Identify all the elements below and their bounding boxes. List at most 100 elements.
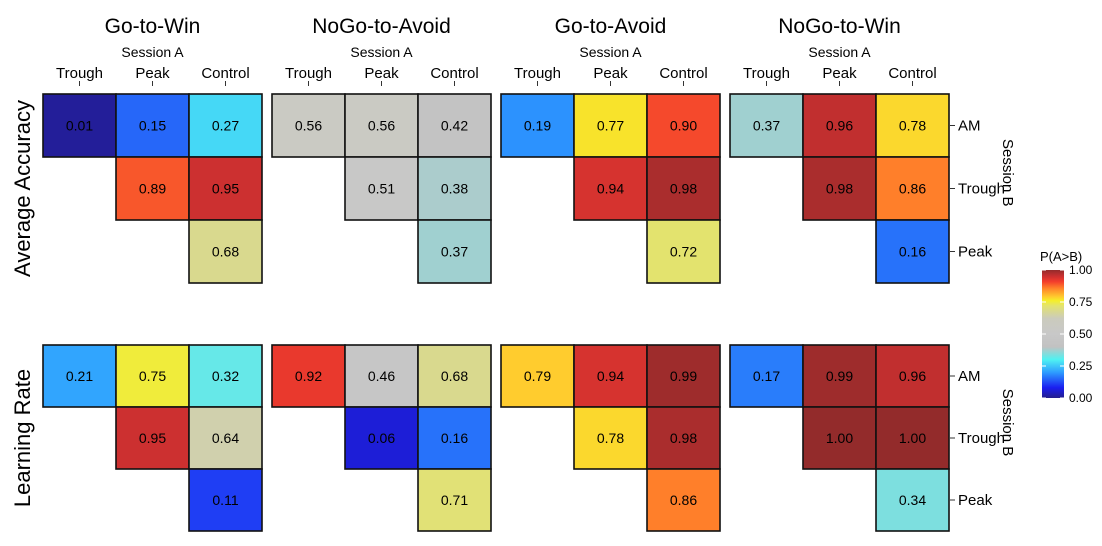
cell-value-label: 0.71 [441, 492, 468, 508]
heatmap-cell [875, 219, 950, 284]
panel-title: Go-to-Win [105, 15, 201, 38]
cell-value-label: 0.98 [826, 181, 853, 197]
heatmap-cell [115, 156, 190, 221]
row-label: AM [958, 118, 981, 135]
heatmap-cell [500, 93, 575, 158]
session-a-label: Session A [121, 44, 184, 60]
column-label: Trough [285, 65, 332, 82]
heatmap-cell [188, 406, 263, 470]
session-a-label: Session A [350, 44, 413, 60]
cell-value-label: 0.79 [524, 368, 551, 384]
column-label: Control [430, 65, 478, 82]
cell-value-label: 0.86 [899, 181, 926, 197]
cell-value-label: 0.37 [753, 118, 780, 134]
cell-value-label: 0.11 [212, 492, 238, 508]
heatmap-panel: 0.92 0.46 0.68 0.06 0.16 0.71 [271, 344, 492, 532]
heatmap-cell [188, 219, 263, 284]
cell-value-label: 0.68 [441, 368, 468, 384]
panel-title: NoGo-to-Win [778, 15, 901, 38]
cell-value-label: 0.75 [139, 368, 166, 384]
cell-value-label: 0.94 [597, 368, 624, 384]
heatmap-cell [802, 156, 877, 221]
heatmap-cell [344, 156, 419, 221]
heatmap-panel: 0.17 0.99 0.96 1.00 1.00 0.34 [729, 344, 950, 532]
cell-value-label: 0.64 [212, 430, 239, 446]
legend-colorbar [1042, 270, 1064, 398]
metric-label: Learning Rate [10, 369, 35, 507]
heatmap-cell [729, 93, 804, 158]
heatmap-panel: 0.19 0.77 0.90 0.94 0.98 0.72 [500, 93, 721, 284]
cell-value-label: 0.78 [899, 118, 926, 134]
heatmap-cell [188, 93, 263, 158]
heatmap-cell [417, 156, 492, 221]
cell-value-label: 0.95 [212, 181, 239, 197]
column-label: Peak [593, 65, 628, 82]
cell-value-label: 1.00 [899, 430, 926, 446]
heatmap-cell [344, 344, 419, 408]
column-label: Peak [364, 65, 399, 82]
cell-value-label: 0.46 [368, 368, 395, 384]
heatmap-cell [115, 344, 190, 408]
legend-tick-label: 0.00 [1069, 391, 1093, 405]
heatmap-panel: 0.01 0.15 0.27 0.89 0.95 0.68 [42, 93, 263, 284]
column-label: Trough [56, 65, 103, 82]
cell-value-label: 0.95 [139, 430, 166, 446]
panel-title: Go-to-Avoid [555, 15, 667, 38]
heatmap-panels: 0.01 0.15 0.27 0.89 0.95 0.68 0.56 0.56 0.42 0.51… [42, 93, 950, 532]
legend-tick-label: 0.75 [1069, 295, 1093, 309]
cell-value-label: 0.89 [139, 181, 166, 197]
cell-value-label: 0.32 [212, 368, 239, 384]
cell-value-label: 0.98 [670, 181, 697, 197]
column-label: Control [888, 65, 936, 82]
cell-value-label: 0.37 [441, 244, 468, 260]
heatmap-cell [417, 468, 492, 532]
cell-value-label: 0.16 [899, 244, 926, 260]
heatmap-cell [875, 93, 950, 158]
row-label: AM [958, 368, 981, 385]
legend-tick-label: 1.00 [1069, 263, 1093, 277]
heatmap-cell [271, 93, 346, 158]
cell-value-label: 0.15 [139, 118, 166, 134]
cell-value-label: 0.17 [753, 368, 780, 384]
column-label: Trough [743, 65, 790, 82]
column-label: Trough [514, 65, 561, 82]
cell-value-label: 0.01 [66, 118, 93, 134]
cell-value-label: 0.96 [826, 118, 853, 134]
row-label: Peak [958, 492, 993, 509]
heatmap-cell [115, 406, 190, 470]
cell-value-label: 0.06 [368, 430, 395, 446]
heatmap-cell [646, 219, 721, 284]
cell-value-label: 0.96 [899, 368, 926, 384]
column-label: Control [659, 65, 707, 82]
cell-value-label: 0.98 [670, 430, 697, 446]
cell-value-label: 0.92 [295, 368, 322, 384]
heatmap-cell [417, 93, 492, 158]
heatmap-cell [573, 93, 648, 158]
cell-value-label: 0.86 [670, 492, 697, 508]
heatmap-cell [188, 468, 263, 532]
row-label: Peak [958, 244, 993, 261]
cell-value-label: 0.16 [441, 430, 468, 446]
heatmap-cell [42, 344, 117, 408]
panel-title: NoGo-to-Avoid [312, 15, 451, 38]
heatmap-panel: 0.37 0.96 0.78 0.98 0.86 0.16 [729, 93, 950, 284]
cell-value-label: 0.68 [212, 244, 239, 260]
heatmap-cell [573, 344, 648, 408]
heatmap-cell [188, 344, 263, 408]
heatmap-cell [875, 344, 950, 408]
column-label: Peak [822, 65, 857, 82]
heatmap-panel: 0.79 0.94 0.99 0.78 0.98 0.86 [500, 344, 721, 532]
panel-titles: Go-to-Win Session A Trough Peak Control NoGo-… [56, 15, 937, 86]
cell-value-label: 0.78 [597, 430, 624, 446]
session-a-label: Session A [579, 44, 642, 60]
cell-value-label: 0.42 [441, 118, 468, 134]
cell-value-label: 1.00 [826, 430, 853, 446]
session-b-label: Session B [999, 389, 1016, 457]
heatmap-cell [729, 344, 804, 408]
metric-labels: Average Accuracy AM Trough Peak Session B Lea… [10, 100, 1016, 509]
heatmap-cell [646, 344, 721, 408]
cell-value-label: 0.27 [212, 118, 239, 134]
heatmap-cell [573, 406, 648, 470]
cell-value-label: 0.77 [597, 118, 624, 134]
